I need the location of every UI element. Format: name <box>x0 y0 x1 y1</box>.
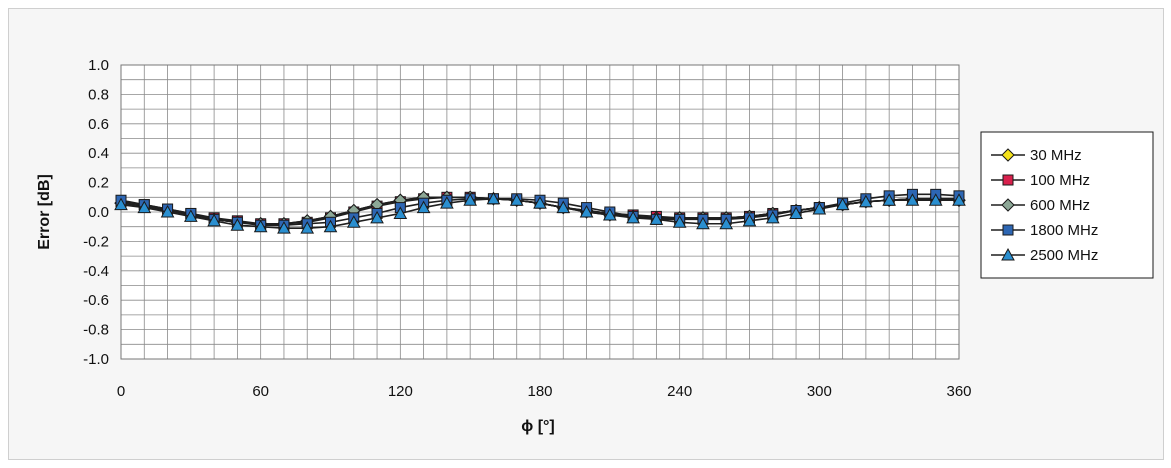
chart-frame: 1.0 0.8 0.6 0.4 0.2 0.0 -0.2 -0.4 -0.6 -0.8 -1.0 0 6… <box>8 8 1164 460</box>
data-point <box>416 200 431 214</box>
data-point <box>905 193 920 206</box>
data-point <box>370 210 384 224</box>
y-tick-label: -0.6 <box>83 292 109 309</box>
data-point <box>789 206 803 219</box>
data-point <box>882 193 897 206</box>
y-tick-label: -0.8 <box>83 322 109 339</box>
x-tick-label: 120 <box>388 383 413 400</box>
series-group <box>114 188 966 234</box>
x-tick-label: 240 <box>667 383 692 400</box>
legend-item: 30 MHz <box>991 147 1082 164</box>
legend-label: 1800 MHz <box>1030 222 1098 239</box>
y-tick-label: 0.6 <box>88 116 109 133</box>
legend-label: 100 MHz <box>1030 172 1090 189</box>
data-point <box>183 209 198 222</box>
data-point <box>463 193 478 206</box>
line-chart: 1.0 0.8 0.6 0.4 0.2 0.0 -0.2 -0.4 -0.6 -0.8 -1.0 0 6… <box>36 57 1154 435</box>
data-point <box>533 196 547 209</box>
x-tick-label: 360 <box>946 383 971 400</box>
y-tick-label: 0.4 <box>88 145 109 162</box>
y-tick-label: -0.4 <box>83 263 109 280</box>
data-point <box>626 210 640 224</box>
y-tick-label: -0.2 <box>83 233 109 250</box>
data-point <box>835 197 850 211</box>
data-point <box>114 197 128 211</box>
x-tick-label: 180 <box>527 383 552 400</box>
plot-border <box>120 64 960 360</box>
data-point <box>649 212 664 225</box>
x-tick-label: 300 <box>807 383 832 400</box>
data-point <box>230 218 245 231</box>
data-point <box>253 219 268 233</box>
data-point <box>579 204 594 218</box>
legend-marker <box>1002 224 1014 236</box>
legend-marker <box>1001 247 1015 261</box>
y-tick-label: 0.2 <box>88 175 109 192</box>
series-2500-mhz <box>114 191 966 234</box>
data-point <box>440 196 454 209</box>
x-tick-label: 60 <box>252 383 269 400</box>
legend: 30 MHz 100 MHz 600 MHz 1800 MHz 2500 MHz <box>980 131 1154 279</box>
data-point <box>672 215 687 228</box>
legend-item: 100 MHz <box>991 172 1090 189</box>
legend-item: 600 MHz <box>991 197 1090 214</box>
data-point <box>556 200 571 214</box>
data-point <box>742 213 757 227</box>
data-point <box>812 202 827 215</box>
data-point <box>323 219 338 233</box>
data-point <box>160 204 175 218</box>
x-axis-title: ϕ [°] <box>521 418 555 435</box>
data-point <box>928 193 943 206</box>
y-tick-label: -1.0 <box>83 351 109 368</box>
legend-label: 2500 MHz <box>1030 247 1098 264</box>
y-axis-title: Error [dB] <box>36 174 53 250</box>
data-point <box>486 191 501 205</box>
data-point <box>346 215 361 228</box>
data-point <box>859 194 873 208</box>
y-tick-label: 0.8 <box>88 86 109 103</box>
data-point <box>719 216 734 230</box>
legend-marker <box>1001 148 1015 162</box>
data-point <box>696 216 710 230</box>
data-point <box>277 221 291 234</box>
data-point <box>509 193 524 206</box>
y-tick-label: 0.0 <box>88 204 109 221</box>
data-point <box>137 200 152 214</box>
legend-label: 600 MHz <box>1030 197 1090 214</box>
y-tick-label: 1.0 <box>88 57 109 74</box>
data-point <box>207 213 221 227</box>
grid <box>120 64 960 360</box>
data-point <box>300 221 315 234</box>
legend-label: 30 MHz <box>1030 147 1082 164</box>
data-point <box>765 210 780 224</box>
legend-item: 2500 MHz <box>991 247 1098 264</box>
x-tick-label: 0 <box>117 383 125 400</box>
data-point <box>602 207 617 221</box>
data-point <box>952 193 966 206</box>
legend-marker <box>1001 198 1015 212</box>
legend-item: 1800 MHz <box>991 222 1098 239</box>
legend-marker <box>1002 174 1014 186</box>
data-point <box>393 206 408 219</box>
